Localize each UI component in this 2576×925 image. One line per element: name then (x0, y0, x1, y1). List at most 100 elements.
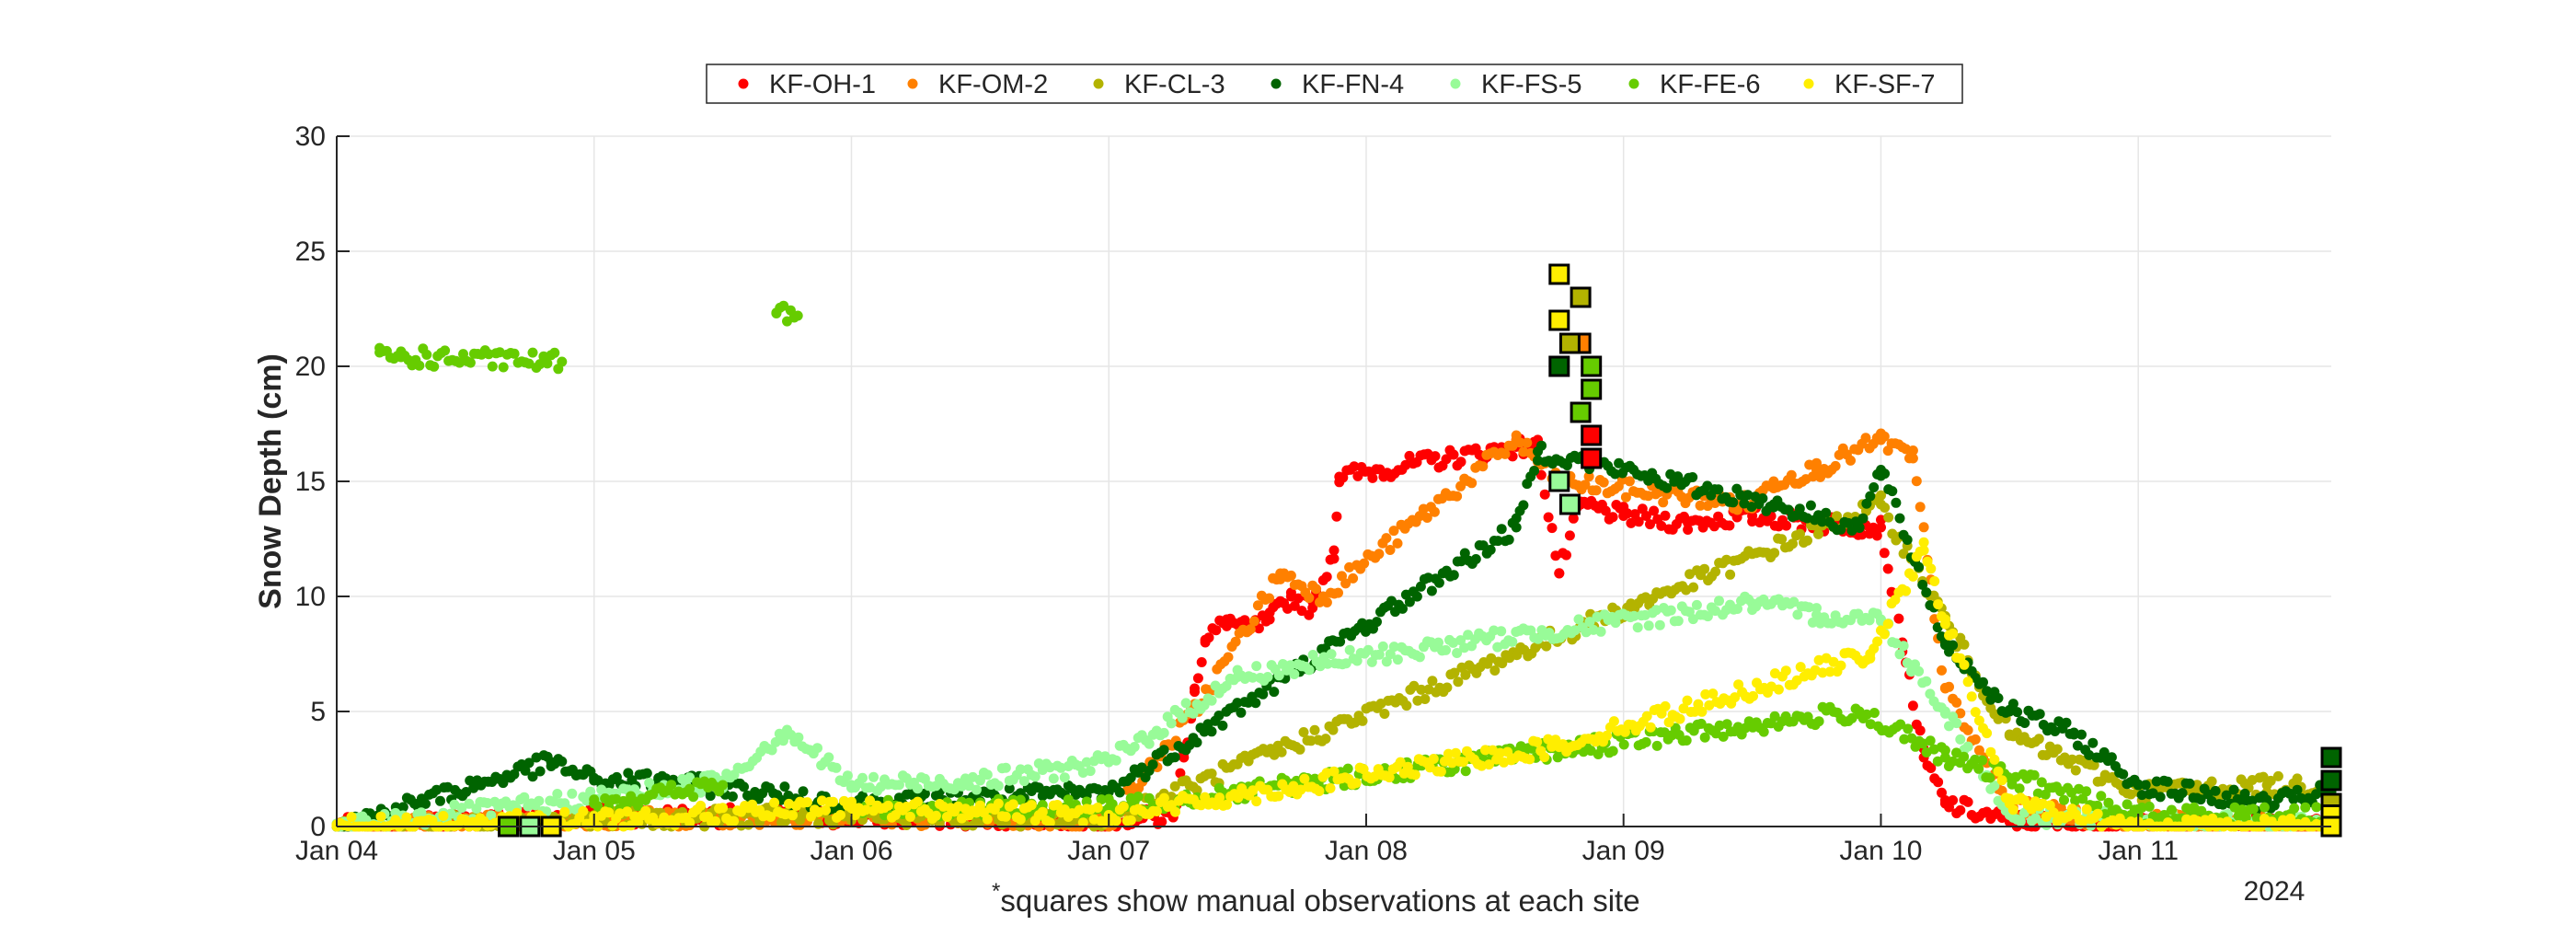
legend-item-kf-om-2[interactable]: KF-OM-2 (907, 70, 1049, 99)
auto-point (743, 819, 754, 830)
auto-point (1285, 587, 1296, 598)
auto-point (2072, 740, 2083, 751)
auto-point (1769, 548, 1780, 559)
auto-point (1573, 614, 1584, 625)
auto-point (766, 745, 777, 756)
auto-point (1037, 800, 1048, 811)
auto-point (1773, 684, 1784, 695)
auto-point (1169, 752, 1180, 763)
auto-point (1899, 734, 1910, 745)
legend-item-kf-oh-1[interactable]: KF-OH-1 (738, 70, 877, 99)
manual-observation-square (1570, 401, 1592, 423)
auto-point (1626, 517, 1637, 528)
legend-marker (1628, 78, 1639, 89)
x-tick-label: Jan 10 (1839, 836, 1922, 866)
legend[interactable]: KF-OH-1 KF-OM-2 KF-CL-3 KF-FN-4 KF-FS-5 KF-FE… (706, 64, 1963, 104)
auto-point (788, 810, 798, 821)
auto-point (1939, 745, 1950, 756)
auto-point (1497, 658, 1508, 669)
auto-point (1894, 649, 1905, 660)
legend-item-kf-fe-6[interactable]: KF-FE-6 (1628, 70, 1761, 99)
auto-point (1258, 688, 1269, 700)
auto-point (512, 807, 523, 818)
auto-point (346, 812, 357, 823)
auto-point (1826, 618, 1837, 629)
auto-point (1781, 520, 1792, 531)
auto-point (1921, 676, 1932, 687)
legend-label: KF-FS-5 (1481, 70, 1582, 99)
auto-point (1522, 437, 1533, 448)
auto-point (1925, 688, 1936, 700)
auto-point (2292, 784, 2303, 795)
auto-point (1959, 659, 1970, 670)
auto-point (1414, 652, 1425, 663)
auto-point (1607, 746, 1618, 757)
auto-point (1645, 722, 1656, 733)
auto-point (1654, 619, 1665, 630)
auto-point (1191, 785, 1202, 796)
auto-point (1463, 630, 1474, 641)
auto-point (1273, 670, 1284, 681)
auto-point (729, 815, 740, 827)
legend-item-kf-cl-3[interactable]: KF-CL-3 (1093, 70, 1225, 99)
auto-point (982, 769, 993, 780)
auto-point (971, 784, 982, 795)
auto-point (2122, 799, 2133, 810)
auto-point (1455, 556, 1466, 567)
auto-point (1190, 687, 1200, 698)
auto-point (1427, 676, 1438, 687)
auto-point (1248, 785, 1259, 796)
auto-point (1328, 724, 1339, 735)
auto-point (1059, 772, 1070, 783)
manual-observation-square (1558, 332, 1581, 354)
auto-point (1416, 684, 1427, 695)
auto-point (696, 800, 707, 811)
auto-point (1424, 762, 1435, 773)
auto-point (1959, 751, 1970, 762)
auto-point (1815, 471, 1826, 482)
auto-point (1882, 563, 1893, 574)
auto-point (520, 765, 531, 776)
auto-point (1568, 513, 1579, 524)
auto-point (1902, 535, 1913, 545)
auto-point (1872, 636, 1883, 647)
manual-observation-square (1581, 447, 1603, 469)
auto-point (1000, 762, 1011, 773)
auto-point (1536, 440, 1547, 451)
legend-item-kf-fn-4[interactable]: KF-FN-4 (1271, 70, 1405, 99)
auto-point (1063, 794, 1074, 805)
auto-point (1824, 666, 1835, 677)
auto-point (1861, 709, 1872, 720)
auto-point (1507, 636, 1518, 647)
auto-point (2237, 804, 2248, 815)
auto-point (1455, 457, 1466, 468)
auto-point (519, 792, 530, 803)
auto-point (1854, 523, 1865, 533)
auto-point (765, 812, 776, 822)
auto-point (1192, 673, 1203, 684)
auto-point (1794, 503, 1805, 515)
auto-point (1351, 778, 1362, 789)
auto-point (2167, 804, 2177, 815)
auto-point (1721, 719, 1732, 730)
y-tick-label: 5 (310, 697, 326, 727)
legend-item-kf-sf-7[interactable]: KF-SF-7 (1803, 70, 1936, 99)
auto-point (842, 770, 853, 781)
y-tick-label: 15 (295, 467, 326, 497)
auto-point (1448, 570, 1459, 581)
auto-point (1328, 553, 1340, 564)
auto-point (1480, 745, 1490, 756)
auto-point (1733, 679, 1744, 690)
auto-point (684, 783, 696, 794)
auto-point (534, 795, 545, 806)
auto-point (1620, 491, 1631, 503)
auto-point (1731, 504, 1742, 515)
auto-point (1367, 472, 1378, 483)
legend-label: KF-CL-3 (1124, 70, 1225, 99)
auto-point (465, 357, 476, 368)
legend-item-kf-fs-5[interactable]: KF-FS-5 (1450, 70, 1582, 99)
y-ticks: 0 5 10 15 20 25 30 (295, 121, 350, 842)
auto-point (779, 781, 790, 792)
auto-point (1015, 814, 1026, 825)
auto-point (1188, 708, 1199, 719)
